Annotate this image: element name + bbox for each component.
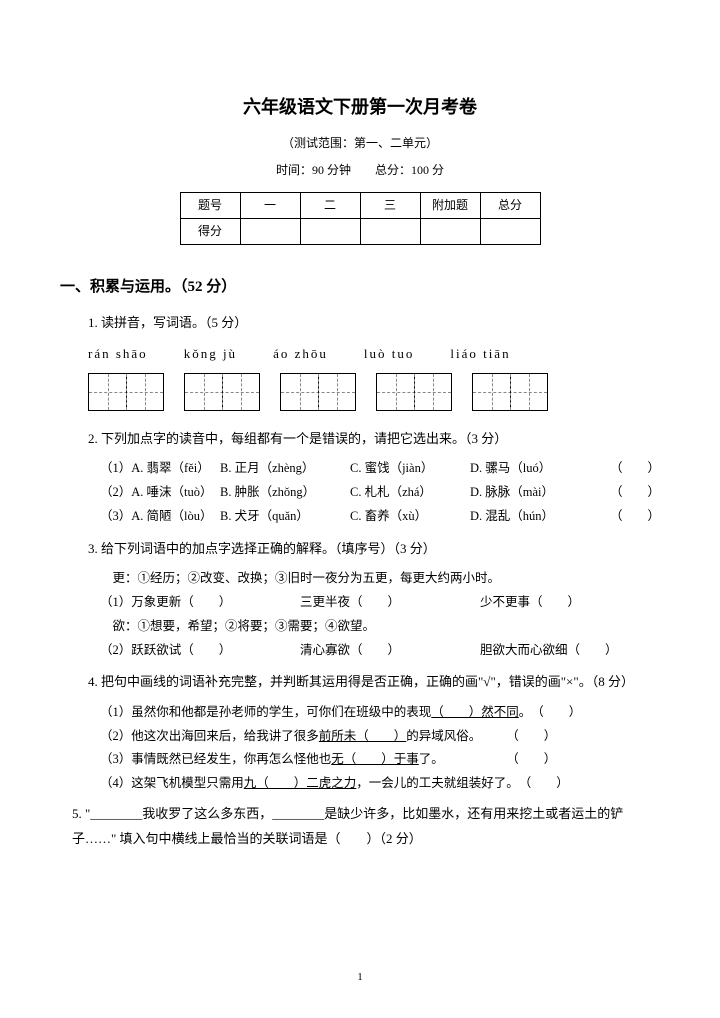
score-cell <box>420 218 480 244</box>
exam-meta: 时间：90 分钟 总分：100 分 <box>60 159 660 182</box>
opt-c: C. 札札（zhá） <box>350 481 470 505</box>
fill-item: 胆欲大而心欲细（ ） <box>480 639 660 663</box>
q3-text: 3. 给下列词语中的加点字选择正确的解释。（填序号）（3 分） <box>88 537 660 562</box>
fill-item: 少不更事（ ） <box>480 591 660 615</box>
opt-c: C. 蜜饯（jiàn） <box>350 457 470 481</box>
opt-d: D. 混乱（hún） <box>470 505 590 529</box>
opt-a: （3）A. 简陋（lòu） <box>100 505 220 529</box>
pinyin-row: rán shāo kǒng jù áo zhōu luò tuo liáo ti… <box>88 342 660 367</box>
answer-paren: （ ） <box>590 505 660 529</box>
q5-text: 5. "________我收罗了这么多东西，________是缺少许多，比如墨水… <box>72 802 660 851</box>
table-row: 得分 <box>180 218 540 244</box>
q3-def1: 更：①经历；②改变、改换；③旧时一夜分为五更，每更大约两小时。 <box>100 567 660 591</box>
exam-scope: （测试范围：第一、二单元） <box>60 132 660 155</box>
header-cell: 总分 <box>480 192 540 218</box>
header-cell: 一 <box>240 192 300 218</box>
opt-b: B. 肿胀（zhǒng） <box>220 481 350 505</box>
q4-item: （3）事情既然已经发生，你再怎么怪他也无（ ）于事了。 （ ） <box>100 748 660 772</box>
row-label: 得分 <box>180 218 240 244</box>
opt-b: B. 正月（zhèng） <box>220 457 350 481</box>
q2-row: （1）A. 翡翠（fěi） B. 正月（zhèng） C. 蜜饯（jiàn） D… <box>100 457 660 481</box>
char-box <box>88 373 164 411</box>
char-box <box>280 373 356 411</box>
pinyin: kǒng jù <box>184 342 237 367</box>
score-cell <box>360 218 420 244</box>
q2-row: （2）A. 唾沫（tuò） B. 肿胀（zhǒng） C. 札札（zhá） D.… <box>100 481 660 505</box>
q1-text: 1. 读拼音，写词语。（5 分） <box>88 311 660 336</box>
q4-item: （4）这架飞机模型只需用九（ ）二虎之力，一会儿的工夫就组装好了。 （ ） <box>100 772 660 796</box>
char-box <box>376 373 452 411</box>
header-cell: 题号 <box>180 192 240 218</box>
opt-d: D. 骡马（luó） <box>470 457 590 481</box>
score-table: 题号 一 二 三 附加题 总分 得分 <box>180 192 541 245</box>
char-box <box>472 373 548 411</box>
q3-fill2: （2）跃跃欲试（ ） 清心寡欲（ ） 胆欲大而心欲细（ ） <box>100 639 660 663</box>
fill-item: （2）跃跃欲试（ ） <box>100 639 300 663</box>
section-heading: 一、积累与运用。（52 分） <box>60 273 660 302</box>
q2-row: （3）A. 简陋（lòu） B. 犬牙（quǎn） C. 畜养（xù） D. 混… <box>100 505 660 529</box>
pinyin: rán shāo <box>88 342 148 367</box>
opt-a: （2）A. 唾沫（tuò） <box>100 481 220 505</box>
char-boxes-row <box>88 373 660 411</box>
pinyin: liáo tiān <box>450 342 510 367</box>
opt-a: （1）A. 翡翠（fěi） <box>100 457 220 481</box>
pinyin: áo zhōu <box>273 342 328 367</box>
page-number: 1 <box>0 967 720 988</box>
header-cell: 附加题 <box>420 192 480 218</box>
fill-item: 清心寡欲（ ） <box>300 639 480 663</box>
fill-item: （1）万象更新（ ） <box>100 591 300 615</box>
q2-text: 2. 下列加点字的读音中，每组都有一个是错误的，请把它选出来。（3 分） <box>88 427 660 452</box>
header-cell: 三 <box>360 192 420 218</box>
table-row: 题号 一 二 三 附加题 总分 <box>180 192 540 218</box>
opt-c: C. 畜养（xù） <box>350 505 470 529</box>
score-cell <box>240 218 300 244</box>
pinyin: luò tuo <box>364 342 414 367</box>
exam-title: 六年级语文下册第一次月考卷 <box>60 90 660 124</box>
q4-item: （2）他这次出海回来后，给我讲了很多前所未（ ）的异域风俗。 （ ） <box>100 725 660 749</box>
opt-d: D. 脉脉（mài） <box>470 481 590 505</box>
opt-b: B. 犬牙（quǎn） <box>220 505 350 529</box>
q4-item: （1）虽然你和他都是孙老师的学生，可你们在班级中的表现（ ）然不同。 （ ） <box>100 701 660 725</box>
fill-item: 三更半夜（ ） <box>300 591 480 615</box>
score-cell <box>300 218 360 244</box>
q4-text: 4. 把句中画线的词语补充完整，并判断其运用得是否正确，正确的画"√"，错误的画… <box>88 670 660 695</box>
answer-paren: （ ） <box>590 457 660 481</box>
header-cell: 二 <box>300 192 360 218</box>
char-box <box>184 373 260 411</box>
q3-fill1: （1）万象更新（ ） 三更半夜（ ） 少不更事（ ） <box>100 591 660 615</box>
q3-def2: 欲：①想要，希望；②将要；③需要；④欲望。 <box>100 615 660 639</box>
score-cell <box>480 218 540 244</box>
answer-paren: （ ） <box>590 481 660 505</box>
